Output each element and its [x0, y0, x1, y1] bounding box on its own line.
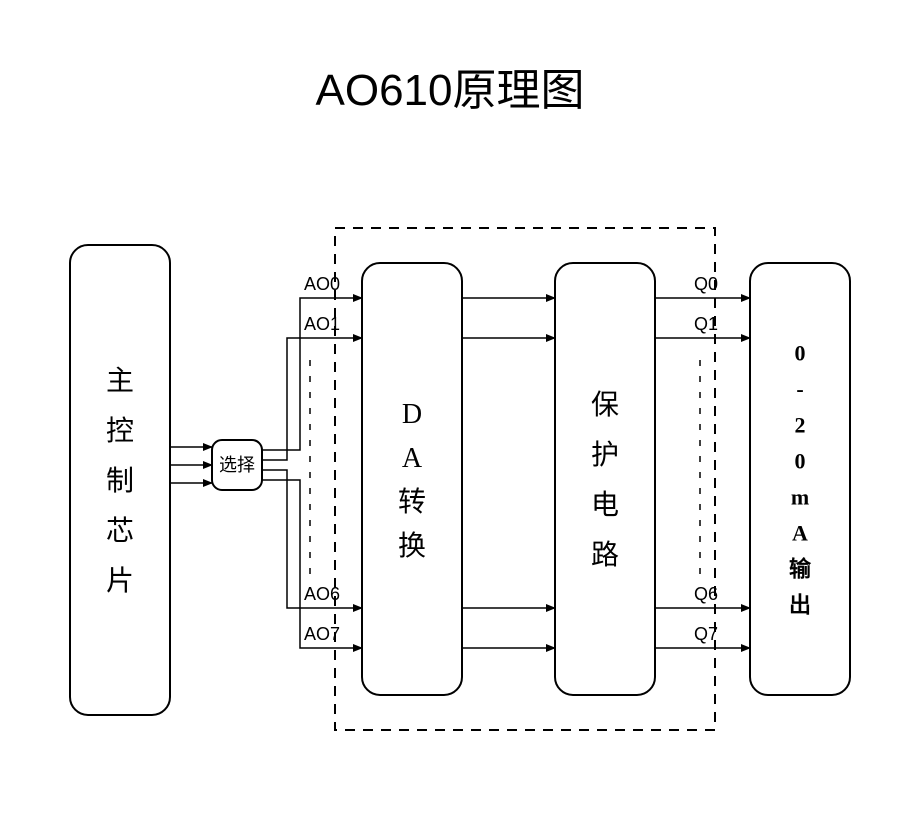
- svg-text:输: 输: [789, 557, 812, 582]
- arrows-da-to-protect: [462, 298, 555, 648]
- q-labels-group: Q0 Q1 Q6 Q7: [694, 274, 718, 644]
- svg-text:A: A: [792, 521, 808, 546]
- svg-text:芯: 芯: [106, 515, 134, 547]
- svg-text:保: 保: [591, 389, 619, 421]
- svg-text:2: 2: [795, 413, 806, 438]
- diagram-title: AO610原理图: [316, 66, 585, 115]
- svg-text:护: 护: [591, 439, 619, 471]
- svg-text:A: A: [402, 443, 423, 474]
- ao-label: AO7: [304, 624, 340, 644]
- svg-text:电: 电: [591, 489, 619, 521]
- svg-text:转: 转: [398, 486, 426, 518]
- svg-text:片: 片: [106, 565, 134, 597]
- svg-text:换: 换: [398, 530, 426, 562]
- output-box: [750, 263, 850, 695]
- svg-text:主: 主: [106, 365, 134, 397]
- arrows-chip-to-select: [170, 447, 212, 483]
- svg-text:0: 0: [795, 449, 806, 474]
- q-label: Q7: [694, 624, 718, 644]
- svg-text:路: 路: [591, 539, 619, 571]
- q-label: Q6: [694, 584, 718, 604]
- svg-text:制: 制: [106, 465, 134, 497]
- ao-label: AO1: [304, 314, 340, 334]
- protect-circuit-box: [555, 263, 655, 695]
- svg-text:D: D: [402, 399, 422, 430]
- svg-text:0: 0: [795, 341, 806, 366]
- ao-label: AO0: [304, 274, 340, 294]
- da-convert-box: [362, 263, 462, 695]
- q-label: Q0: [694, 274, 718, 294]
- diagram-canvas: AO610原理图 主控制芯片 选择 DA转换 保护电路 0-20mA输出 AO0…: [0, 0, 900, 828]
- svg-text:-: -: [796, 377, 803, 402]
- ao-label: AO6: [304, 584, 340, 604]
- select-label: 选择: [219, 455, 255, 475]
- svg-text:控: 控: [106, 415, 134, 447]
- svg-text:m: m: [791, 485, 809, 510]
- svg-text:出: 出: [789, 593, 811, 618]
- q-label: Q1: [694, 314, 718, 334]
